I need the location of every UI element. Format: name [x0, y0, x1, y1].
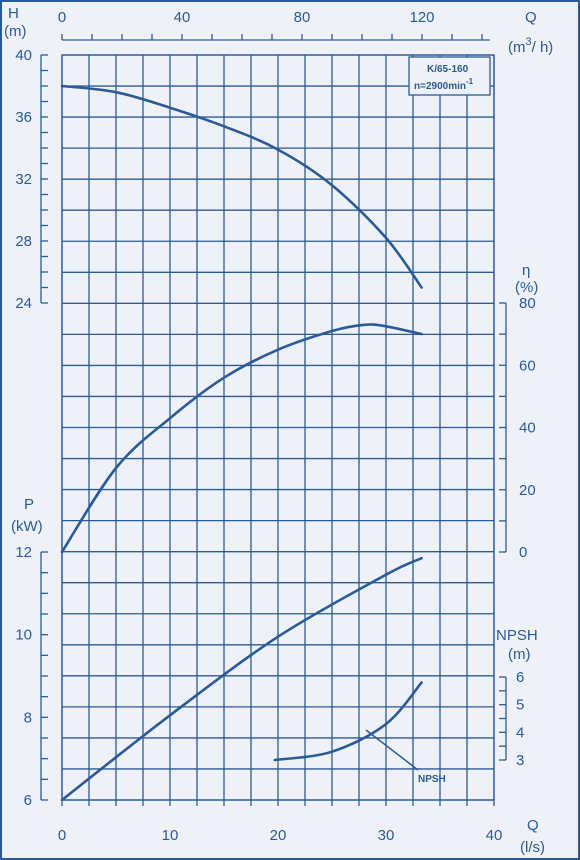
efficiency-curve	[60, 323, 423, 554]
efficiency-axis-label: η	[522, 262, 530, 279]
npsh-callout: NPSH	[365, 729, 446, 785]
npsh-tick-label: 4	[516, 724, 524, 741]
q-bottom-tick-label: 0	[58, 827, 66, 844]
power-tick-label: 6	[24, 792, 32, 809]
q-bottom-axis-label: Q	[527, 817, 539, 834]
speed-label: n=2900min-1	[414, 77, 474, 92]
q-bottom-tick-label: 40	[486, 827, 503, 844]
model-info-box: K/65-160 n=2900min-1	[408, 56, 491, 96]
head-tick-label: 32	[15, 171, 32, 188]
q-top-axis-label: Q	[525, 9, 537, 26]
power-tick-label: 12	[15, 544, 32, 561]
efficiency-tick-label: 40	[519, 420, 536, 437]
efficiency-tick-label: 80	[519, 295, 536, 312]
head-tick-label: 28	[15, 233, 32, 250]
npsh-tick-label: 5	[516, 697, 524, 714]
q-bottom-tick-label: 10	[162, 827, 179, 844]
efficiency-tick-label: 20	[519, 482, 536, 499]
power-axis-unit: (kW)	[11, 518, 43, 535]
npsh-callout-label: NPSH	[418, 774, 446, 785]
q-bottom-axis-unit: (l/s)	[520, 839, 545, 856]
head-tick-label: 40	[15, 47, 32, 64]
npsh-axis-unit: (m)	[508, 646, 531, 663]
efficiency-tick-label: 0	[519, 544, 527, 561]
npsh-callout-leader	[365, 729, 419, 771]
npsh-axis-label: NPSH	[496, 627, 538, 644]
head-axis-unit: (m)	[4, 23, 27, 40]
model-info-border	[408, 56, 491, 96]
head-tick-label: 24	[15, 295, 32, 312]
q-top-axis-unit: (m3/ h)	[508, 36, 553, 56]
npsh-tick-label: 3	[516, 752, 524, 769]
power-curve	[60, 556, 423, 802]
efficiency-tick-label: 60	[519, 357, 536, 374]
head-curve	[60, 84, 423, 289]
q-top-tick-label: 80	[294, 9, 311, 26]
q-bottom-tick-label: 20	[270, 827, 287, 844]
axis-labels: Q (m3/ h) H (m) η (%) P (kW) NPSH (m) Q …	[4, 5, 553, 856]
curves	[60, 84, 423, 802]
q-top-tick-label: 120	[409, 9, 434, 26]
head-tick-label: 36	[15, 109, 32, 126]
power-tick-label: 10	[15, 627, 32, 644]
q-top-tick-label: 0	[58, 9, 66, 26]
npsh-tick-label: 6	[516, 669, 524, 686]
model-label: K/65-160	[427, 64, 469, 75]
power-axis-label: P	[24, 496, 34, 513]
head-axis-label: H	[8, 5, 19, 22]
power-tick-label: 8	[24, 709, 32, 726]
efficiency-axis-unit: (%)	[515, 279, 538, 296]
axis-ticks	[40, 34, 507, 806]
q-bottom-tick-label: 30	[378, 827, 395, 844]
q-top-tick-label: 40	[174, 9, 191, 26]
grid	[61, 54, 495, 801]
npsh-curve	[273, 681, 423, 762]
